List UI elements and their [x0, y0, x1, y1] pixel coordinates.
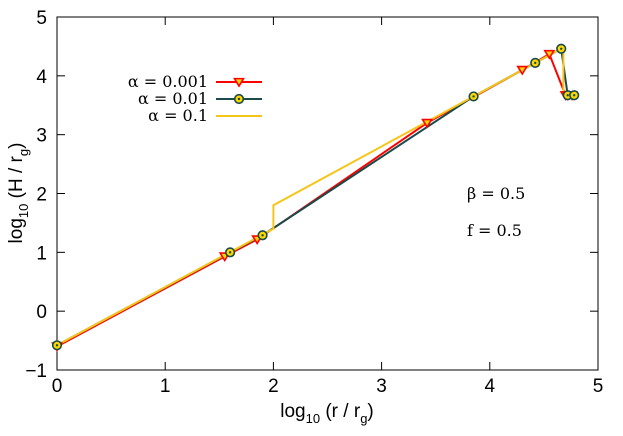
x-tick-label: 0: [52, 376, 63, 397]
y-axis-label-sub: 10: [16, 204, 31, 218]
x-axis-label-suffix: ): [367, 401, 373, 422]
data-point-center: [566, 94, 569, 97]
x-axis-label-log: log: [280, 401, 305, 422]
x-tick-label: 1: [160, 376, 171, 397]
y-tick-label: 5: [36, 8, 47, 29]
data-point-center: [261, 234, 264, 237]
x-axis-label-sub2: g: [360, 411, 367, 426]
data-point-center: [228, 251, 232, 254]
y-tick-label: 0: [36, 302, 47, 323]
annotation-beta: β = 0.5: [467, 184, 525, 203]
y-tick-label: 4: [36, 67, 47, 88]
y-tick-label: 3: [36, 126, 47, 147]
x-tick-label: 4: [485, 376, 496, 397]
legend-label: α = 0.1: [148, 106, 208, 125]
y-axis-label: log10 (H / rg): [6, 143, 31, 244]
y-axis-label-text: (H / r: [6, 155, 27, 203]
series-markers-1: [51, 43, 580, 351]
y-axis-label-sub2: g: [16, 149, 31, 156]
x-tick-label: 2: [268, 376, 279, 397]
data-point-center: [560, 47, 563, 50]
y-tick-label: 2: [36, 185, 47, 206]
data-point-center: [55, 344, 59, 347]
annotation-f: f = 0.5: [467, 221, 522, 240]
data-point: [516, 65, 529, 76]
y-axis-label-suffix: ): [6, 143, 27, 149]
data-point-center: [572, 94, 576, 97]
x-axis-label-text: (r / r: [320, 401, 361, 422]
data-point-center: [534, 61, 537, 65]
legend-marker-center: [237, 97, 241, 101]
series-layer: [51, 43, 580, 353]
data-point: [543, 49, 556, 60]
legend-label: α = 0.01: [138, 89, 208, 108]
legend-label: α = 0.001: [128, 72, 208, 91]
y-tick-label: −1: [25, 361, 47, 382]
ticks: [56, 16, 599, 371]
data-point: [421, 118, 433, 129]
x-tick-label: 5: [593, 376, 604, 397]
x-tick-label: 3: [376, 376, 387, 397]
x-axis-label: log10 (r / rg): [280, 401, 374, 426]
data-point-center: [472, 95, 475, 98]
legend-marker: [233, 77, 245, 88]
y-tick-label: 1: [36, 243, 47, 264]
y-axis-label-log: log: [6, 218, 27, 243]
x-axis-label-sub: 10: [306, 411, 320, 426]
